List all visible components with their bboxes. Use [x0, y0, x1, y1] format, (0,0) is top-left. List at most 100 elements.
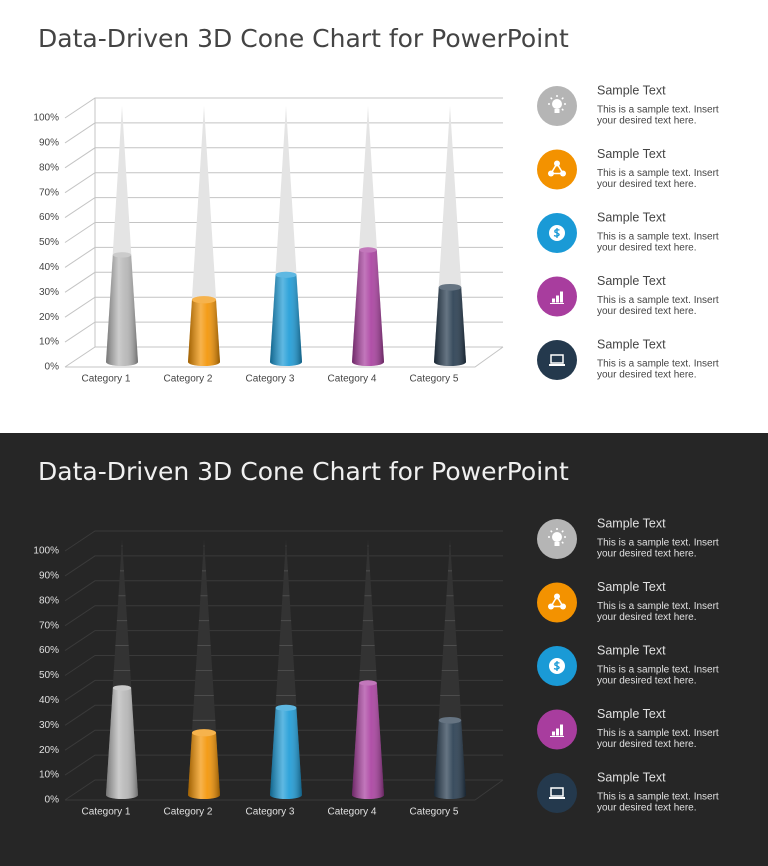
item-title: Sample Text: [597, 516, 666, 530]
icon-glyph: [550, 97, 553, 100]
icon-glyph: [560, 170, 566, 177]
cone-shade: [106, 254, 138, 366]
cone-top: [112, 252, 132, 258]
grid-line: [64, 530, 503, 552]
icon-glyph: [554, 593, 560, 600]
y-tick-label: 10%: [39, 770, 59, 781]
y-tick-label: 50%: [39, 670, 59, 681]
y-tick-label: 90%: [39, 571, 59, 582]
y-tick-label: 80%: [39, 595, 59, 606]
cone: [270, 704, 302, 799]
item-text: This is a sample text. Insert: [597, 295, 719, 306]
cone-top-light: [192, 729, 216, 737]
cone-top-light: [359, 680, 377, 686]
icon-glyph: [561, 108, 564, 111]
item-text: This is a sample text. Insert: [597, 728, 719, 739]
y-tick-label: 40%: [39, 262, 59, 273]
cone: [188, 729, 220, 799]
cone-top: [112, 685, 132, 691]
slide: Data-Driven 3D Cone Chart for PowerPoint…: [33, 24, 719, 385]
icon: [537, 149, 577, 190]
icon-glyph: [556, 295, 559, 303]
icon-glyph: [561, 530, 564, 533]
cone-top-light: [438, 716, 462, 724]
floor-edge: [65, 779, 504, 801]
y-tick-label: 20%: [39, 745, 59, 756]
item-text: your desired text here.: [597, 676, 697, 687]
x-tick-label: Category 4: [328, 807, 377, 818]
icon-glyph: [550, 354, 564, 364]
x-tick-label: Category 4: [328, 374, 377, 385]
item-text: your desired text here.: [597, 612, 697, 623]
cone: [434, 283, 466, 366]
item-text: This is a sample text. Insert: [597, 359, 719, 370]
cone: [352, 247, 384, 366]
x-tick-label: Category 1: [82, 807, 131, 818]
item-title: Sample Text: [597, 337, 666, 351]
x-tick-label: Category 3: [246, 374, 295, 385]
item-text: This is a sample text. Insert: [597, 168, 719, 179]
icon-glyph: [548, 170, 554, 177]
item-text: This is a sample text. Insert: [597, 601, 719, 612]
cone-top-light: [192, 296, 216, 304]
icon: [537, 773, 577, 813]
item-text: your desired text here.: [597, 803, 697, 814]
icon-glyph: [554, 160, 560, 167]
y-tick-label: 60%: [39, 645, 59, 656]
icon-glyph: [561, 541, 564, 544]
icon-glyph: [560, 603, 566, 610]
cone-top-light: [438, 283, 462, 291]
y-tick-label: 50%: [39, 237, 59, 248]
item-text: This is a sample text. Insert: [597, 792, 719, 803]
cone-shade: [106, 687, 138, 799]
cone: [188, 296, 220, 366]
icon-glyph: [560, 724, 563, 736]
chart-title: Data-Driven 3D Cone Chart for PowerPoint: [38, 24, 569, 53]
icon-glyph: [548, 603, 554, 610]
x-tick-label: Category 2: [164, 374, 213, 385]
y-tick-label: 20%: [39, 312, 59, 323]
item-text: your desired text here.: [597, 243, 697, 254]
item-text: your desired text here.: [597, 306, 697, 317]
icon-glyph: [552, 298, 555, 303]
cone: [106, 685, 138, 799]
item-text: your desired text here.: [597, 549, 697, 560]
x-tick-label: Category 5: [410, 807, 459, 818]
y-tick-label: 40%: [39, 695, 59, 706]
item-text: This is a sample text. Insert: [597, 665, 719, 676]
cone: [106, 252, 138, 366]
icon-glyph: [550, 787, 564, 797]
cone-top: [438, 716, 462, 724]
item-title: Sample Text: [597, 83, 666, 97]
cone-top-light: [359, 247, 377, 253]
y-tick-label: 100%: [33, 546, 59, 557]
cone-shade: [270, 274, 302, 366]
y-tick-label: 60%: [39, 212, 59, 223]
y-tick-label: 90%: [39, 138, 59, 149]
cone-top: [275, 271, 297, 278]
cone-top: [192, 729, 216, 737]
icon-glyph: [549, 797, 565, 799]
icon-glyph: [549, 595, 565, 608]
cone-shade: [270, 707, 302, 799]
y-tick-label: 30%: [39, 720, 59, 731]
cone: [434, 716, 466, 799]
cone-top-light: [275, 271, 297, 278]
cone-top-light: [112, 252, 132, 258]
icon-glyph: [552, 731, 555, 736]
icon-glyph: [550, 530, 553, 533]
cone-top: [359, 247, 377, 253]
cone-top: [192, 296, 216, 304]
y-tick-label: 80%: [39, 162, 59, 173]
cone-top: [275, 704, 297, 711]
item-text: your desired text here.: [597, 116, 697, 127]
y-tick-label: 100%: [33, 113, 59, 124]
item-title: Sample Text: [597, 707, 666, 721]
item-text: your desired text here.: [597, 739, 697, 750]
y-tick-label: 10%: [39, 337, 59, 348]
cone-shade: [188, 732, 220, 799]
x-tick-label: Category 5: [410, 374, 459, 385]
icon-glyph: [553, 661, 560, 671]
cone-top-light: [275, 704, 297, 711]
